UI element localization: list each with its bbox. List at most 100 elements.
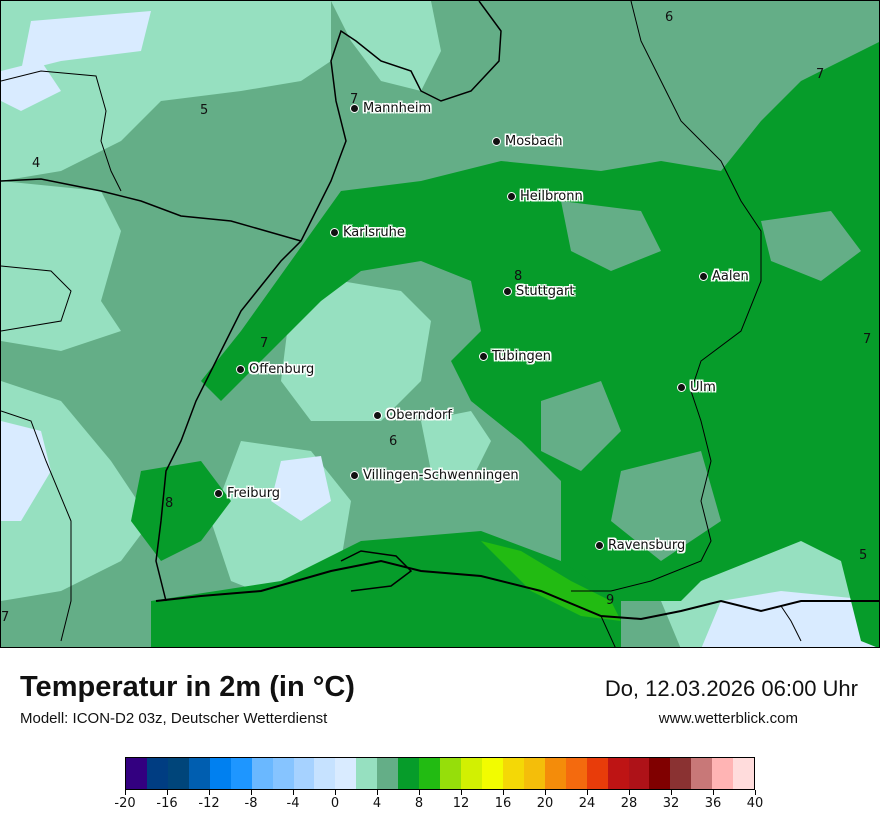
city-dot-icon <box>699 272 708 281</box>
colorbar-segment <box>314 758 336 789</box>
colorbar-segment <box>628 758 650 789</box>
city-label: Karlsruhe <box>343 225 405 240</box>
map-fill <box>1 1 879 647</box>
colorbar-segment <box>209 758 231 789</box>
colorbar-tick-label: 24 <box>578 796 596 811</box>
isoline-label: 5 <box>200 103 209 118</box>
city-marker: Freiburg <box>214 486 280 501</box>
city-label: Freiburg <box>227 486 281 501</box>
city-marker: Stuttgart <box>503 284 574 299</box>
colorbar-tick-label: 8 <box>414 796 424 811</box>
colorbar-tick-label: 16 <box>494 796 512 811</box>
colorbar-segment <box>607 758 629 789</box>
isoline-label: 9 <box>606 593 615 608</box>
colorbar-segment <box>230 758 252 789</box>
city-label: Mosbach <box>505 134 563 149</box>
colorbar-tick-label: -16 <box>156 796 178 811</box>
colorbar-segment <box>398 758 420 789</box>
city-label: Mannheim <box>363 101 432 116</box>
colorbar-tick <box>671 790 672 795</box>
city-dot-icon <box>236 365 245 374</box>
colorbar-ticks: -20 -16 -12 -8 -4 0 4 8 12 16 20 24 28 32 36 40 <box>114 790 763 820</box>
colorbar-tick-label: -20 <box>114 796 136 811</box>
colorbar-tick-label: 28 <box>620 796 638 811</box>
city-label: Villingen-Schwenningen <box>363 468 519 483</box>
website-link[interactable]: www.wetterblick.com <box>658 710 798 727</box>
colorbar-segment <box>377 758 399 789</box>
city-dot-icon <box>492 137 501 146</box>
valid-datetime: Do, 12.03.2026 06:00 Uhr <box>604 676 858 701</box>
colorbar-tick-label: 32 <box>662 796 680 811</box>
isoline-label: 7 <box>260 336 269 351</box>
city-label: Oberndorf <box>386 408 452 423</box>
colorbar-tick-label: 12 <box>452 796 470 811</box>
city-marker: Offenburg <box>236 362 314 377</box>
temperature-colorbar <box>125 757 755 790</box>
colorbar-segment <box>272 758 294 789</box>
isoline-label: 7 <box>1 610 10 625</box>
colorbar-segment <box>649 758 671 789</box>
city-dot-icon <box>595 541 604 550</box>
city-dot-icon <box>373 411 382 420</box>
colorbar-tick <box>587 790 588 795</box>
colorbar-segment <box>670 758 692 789</box>
colorbar-tick-label: 4 <box>372 796 382 811</box>
colorbar-tick-label: -4 <box>286 796 300 811</box>
city-dot-icon <box>503 287 512 296</box>
model-source: Modell: ICON-D2 03z, Deutscher Wetterdie… <box>20 710 328 727</box>
colorbar-tick <box>461 790 462 795</box>
colorbar-tick <box>209 790 210 795</box>
colorbar-tick <box>713 790 714 795</box>
city-label: Offenburg <box>249 362 315 377</box>
colorbar-tick <box>167 790 168 795</box>
city-label: Heilbronn <box>520 189 583 204</box>
colorbar-segment <box>251 758 273 789</box>
colorbar-segment <box>335 758 357 789</box>
city-marker: Mosbach <box>492 134 563 149</box>
isoline-label: 7 <box>863 332 872 347</box>
colorbar-segment <box>565 758 587 789</box>
colorbar-tick-label: 20 <box>536 796 554 811</box>
colorbar-tick <box>293 790 294 795</box>
colorbar-segment <box>733 758 755 789</box>
colorbar-segment <box>502 758 524 789</box>
city-dot-icon <box>350 471 359 480</box>
isoline-label: 4 <box>32 156 41 171</box>
colorbar-segment <box>356 758 378 789</box>
colorbar-tick <box>629 790 630 795</box>
isoline-label: 5 <box>859 548 868 563</box>
city-marker: Mannheim <box>350 101 431 116</box>
colorbar-tick <box>335 790 336 795</box>
colorbar-tick <box>251 790 252 795</box>
isoline-label: 7 <box>350 92 359 107</box>
colorbar-tick-label: -8 <box>244 796 258 811</box>
colorbar-segment <box>126 758 147 789</box>
colorbar-segment <box>461 758 482 789</box>
colorbar-segment <box>293 758 315 789</box>
city-dot-icon <box>677 383 686 392</box>
city-marker: Villingen-Schwenningen <box>350 468 519 483</box>
colorbar-segment <box>146 758 168 789</box>
colorbar-segment <box>481 758 503 789</box>
colorbar-segment <box>586 758 608 789</box>
colorbar-tick <box>545 790 546 795</box>
city-dot-icon <box>479 352 488 361</box>
colorbar-tick <box>377 790 378 795</box>
isoline-label: 6 <box>389 434 398 449</box>
isoline-label: 6 <box>665 10 674 25</box>
city-label: Tübingen <box>492 349 551 364</box>
city-marker: Ulm <box>677 380 716 395</box>
city-label: Ulm <box>690 380 716 395</box>
city-dot-icon <box>350 104 359 113</box>
colorbar-tick-label: 0 <box>330 796 340 811</box>
city-dot-icon <box>507 192 516 201</box>
isoline-label: 7 <box>816 67 825 82</box>
isoline-label: 8 <box>514 269 523 284</box>
city-label: Stuttgart <box>516 284 575 299</box>
chart-title: Temperatur in 2m (in °C) <box>20 671 355 703</box>
colorbar-tick <box>125 790 126 795</box>
colorbar-segment <box>544 758 566 789</box>
isoline-label: 8 <box>165 496 174 511</box>
temperature-map: Mannheim Mosbach Heilbronn Karlsruhe Aalen St… <box>0 0 880 648</box>
city-marker: Karlsruhe <box>330 225 405 240</box>
